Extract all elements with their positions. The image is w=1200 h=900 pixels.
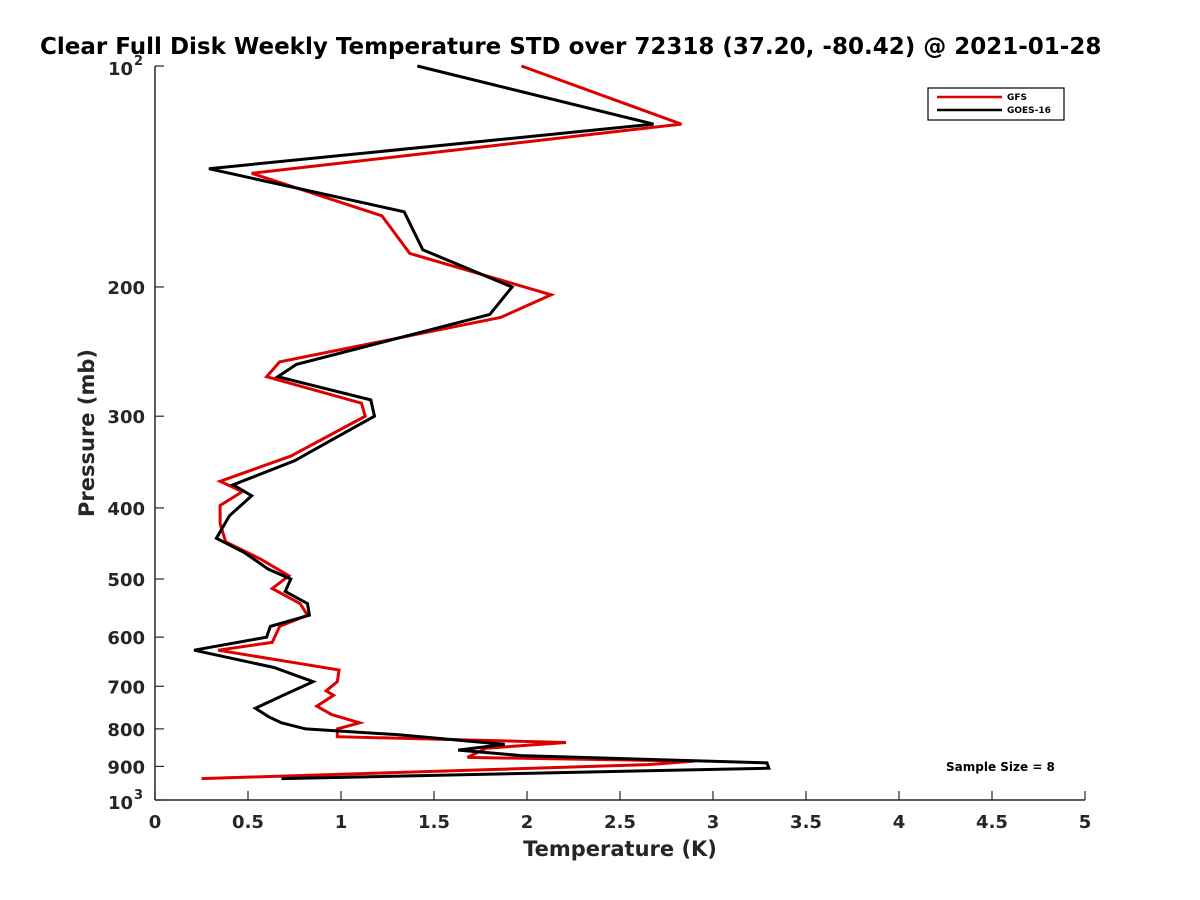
series-line-goes16 — [193, 64, 771, 781]
sample-size-annotation: Sample Size = 8 — [946, 760, 1055, 774]
y-tick-label: 900 — [107, 757, 145, 778]
legend-label-gfs: GFS — [1007, 93, 1027, 103]
x-tick-label: 2 — [521, 812, 534, 833]
y-tick-label: 600 — [107, 628, 145, 649]
x-tick-label: 3 — [707, 812, 720, 833]
series-layer — [193, 64, 771, 781]
x-axis-label: Temperature (K) — [523, 837, 717, 861]
x-tick-label: 1 — [335, 812, 348, 833]
y-tick-base: 10 — [108, 793, 133, 814]
x-tick-label: 1.5 — [418, 812, 450, 833]
x-tick-label: 0.5 — [232, 812, 264, 833]
x-tick-label: 5 — [1079, 812, 1092, 833]
y-tick-label: 400 — [107, 499, 145, 520]
x-tick-label: 3.5 — [790, 812, 822, 833]
y-tick-label: 200 — [107, 278, 145, 299]
y-tick-label: 300 — [107, 407, 145, 428]
y-tick-label: 500 — [107, 570, 145, 591]
y-tick-label: 800 — [107, 720, 145, 741]
x-tick-label: 0 — [149, 812, 162, 833]
y-tick-exponent: 3 — [134, 788, 143, 803]
x-tick-label: 4 — [893, 812, 906, 833]
legend-label-goes16: GOES-16 — [1007, 106, 1051, 116]
x-tick-label: 4.5 — [976, 812, 1008, 833]
y-axis-label: Pressure (mb) — [75, 349, 99, 517]
x-axis-ticks: 0 0.5 1 1.5 2 2.5 3 3.5 4 4.5 5 — [149, 791, 1092, 833]
x-tick-label: 2.5 — [604, 812, 636, 833]
legend-box — [927, 87, 1065, 121]
y-tick-label-power: 10 2 — [108, 54, 143, 80]
y-tick-base: 10 — [108, 59, 133, 80]
y-tick-label-power: 10 3 — [108, 788, 143, 814]
chart-title: Clear Full Disk Weekly Temperature STD o… — [40, 34, 1101, 60]
y-tick-label: 700 — [107, 677, 145, 698]
legend: GFS GOES-16 — [927, 87, 1065, 121]
y-tick-exponent: 2 — [134, 54, 143, 69]
